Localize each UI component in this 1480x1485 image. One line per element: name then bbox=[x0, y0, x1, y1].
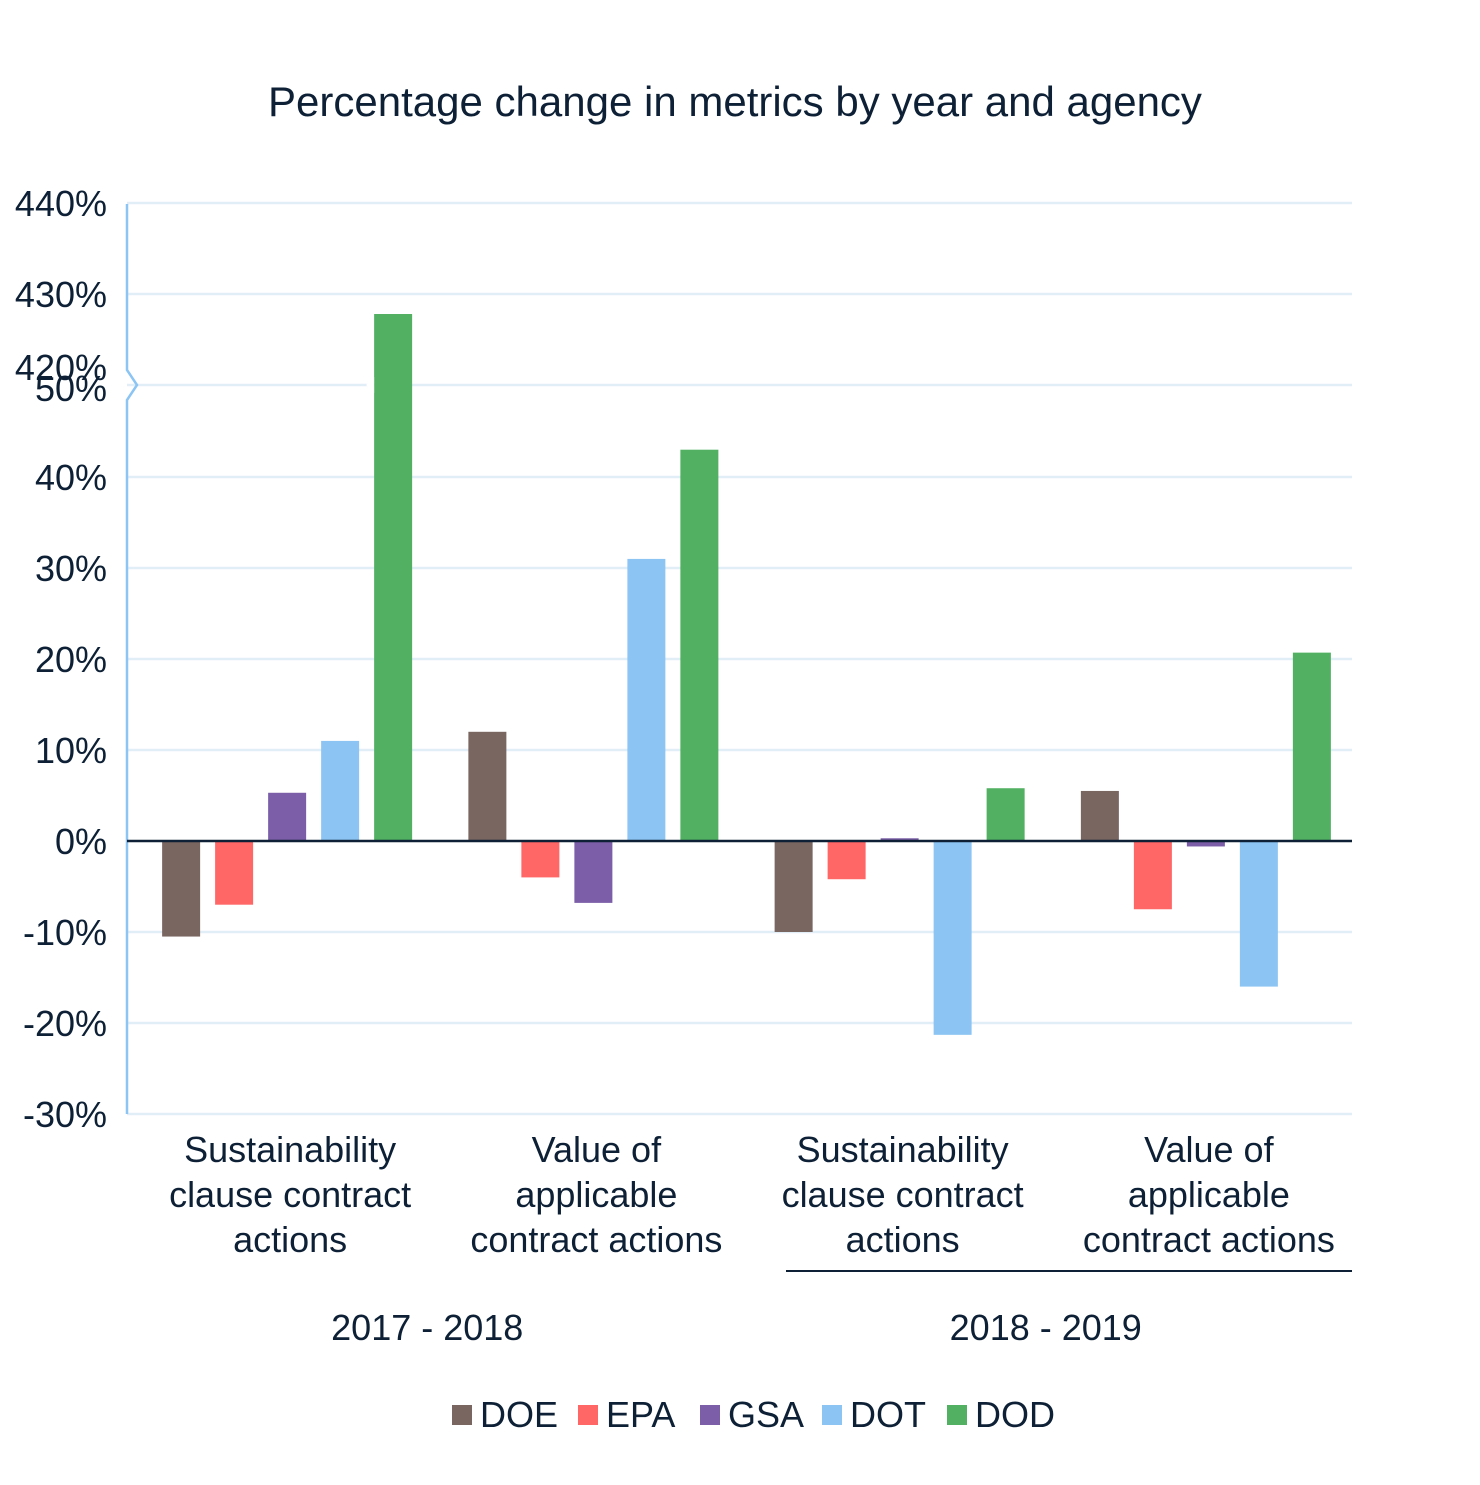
legend-swatch-dod bbox=[947, 1405, 967, 1425]
bar-epa bbox=[1133, 841, 1172, 910]
legend-swatch-dot bbox=[822, 1405, 842, 1425]
chart-title: Percentage change in metrics by year and… bbox=[268, 78, 1202, 125]
x-category-label: Sustainability clause contract actions bbox=[169, 1129, 411, 1260]
legend: DOE EPA GSA DOT DOD bbox=[452, 1394, 1055, 1435]
y-tick-label: 50% bbox=[35, 368, 107, 409]
axes bbox=[125, 204, 1352, 1114]
bar-gsa bbox=[268, 792, 307, 841]
bar-gsa bbox=[880, 838, 919, 841]
legend-label-dot: DOT bbox=[850, 1394, 926, 1435]
y-tick-label: 430% bbox=[15, 274, 107, 315]
gridlines bbox=[127, 201, 1352, 1116]
x-category-labels: Sustainability clause contract actions Valu… bbox=[169, 1129, 1335, 1260]
y-tick-label: 420% bbox=[15, 347, 107, 388]
bar-doe bbox=[774, 841, 813, 932]
bar-dod bbox=[986, 788, 1025, 841]
legend-label-gsa: GSA bbox=[728, 1394, 804, 1435]
bar-doe bbox=[1080, 790, 1119, 841]
bar-gsa bbox=[574, 841, 613, 903]
y-axis-line bbox=[125, 204, 139, 1114]
bar-doe bbox=[162, 841, 201, 937]
bar-dot bbox=[321, 740, 360, 841]
legend-swatch-doe bbox=[452, 1405, 472, 1425]
bar-dot bbox=[1239, 841, 1278, 987]
bar-dot bbox=[627, 558, 666, 841]
legend-label-doe: DOE bbox=[480, 1394, 558, 1435]
group-labels: 2017 - 2018 2018 - 2019 bbox=[331, 1270, 1352, 1348]
y-tick-label: 10% bbox=[35, 730, 107, 771]
legend-label-dod: DOD bbox=[975, 1394, 1055, 1435]
group-label: 2018 - 2019 bbox=[950, 1307, 1142, 1348]
bar-dod bbox=[374, 314, 413, 841]
y-tick-label: 20% bbox=[35, 639, 107, 680]
y-tick-label: -10% bbox=[23, 912, 107, 953]
y-tick-label: 40% bbox=[35, 457, 107, 498]
bar-dod bbox=[1292, 652, 1331, 841]
bar-gsa bbox=[1186, 841, 1225, 847]
bar-epa bbox=[827, 841, 866, 880]
x-category-label: Value of applicable contract actions bbox=[470, 1129, 722, 1260]
bar-dot bbox=[933, 841, 972, 1035]
y-tick-label: -20% bbox=[23, 1003, 107, 1044]
y-tick-labels: 440% 430% 420%50% 40% 30% 20% 10% 0% -10% -20% -30… bbox=[15, 183, 107, 1135]
bars bbox=[162, 314, 1331, 1035]
x-category-label: Value of applicable contract actions bbox=[1083, 1129, 1335, 1260]
bar-epa bbox=[521, 841, 560, 878]
bar-dod bbox=[680, 449, 719, 841]
bar-epa bbox=[215, 841, 254, 905]
legend-swatch-gsa bbox=[700, 1405, 720, 1425]
bar-doe bbox=[468, 731, 507, 841]
y-tick-label: 0% bbox=[55, 821, 107, 862]
group-label: 2017 - 2018 bbox=[331, 1307, 523, 1348]
bar-break-mark bbox=[366, 377, 375, 393]
y-tick-label: 440% bbox=[15, 183, 107, 224]
legend-label-epa: EPA bbox=[606, 1394, 675, 1435]
y-tick-label: 30% bbox=[35, 548, 107, 589]
x-category-label: Sustainability clause contract actions bbox=[782, 1129, 1024, 1260]
y-tick-label: -30% bbox=[23, 1094, 107, 1135]
legend-swatch-epa bbox=[578, 1405, 598, 1425]
